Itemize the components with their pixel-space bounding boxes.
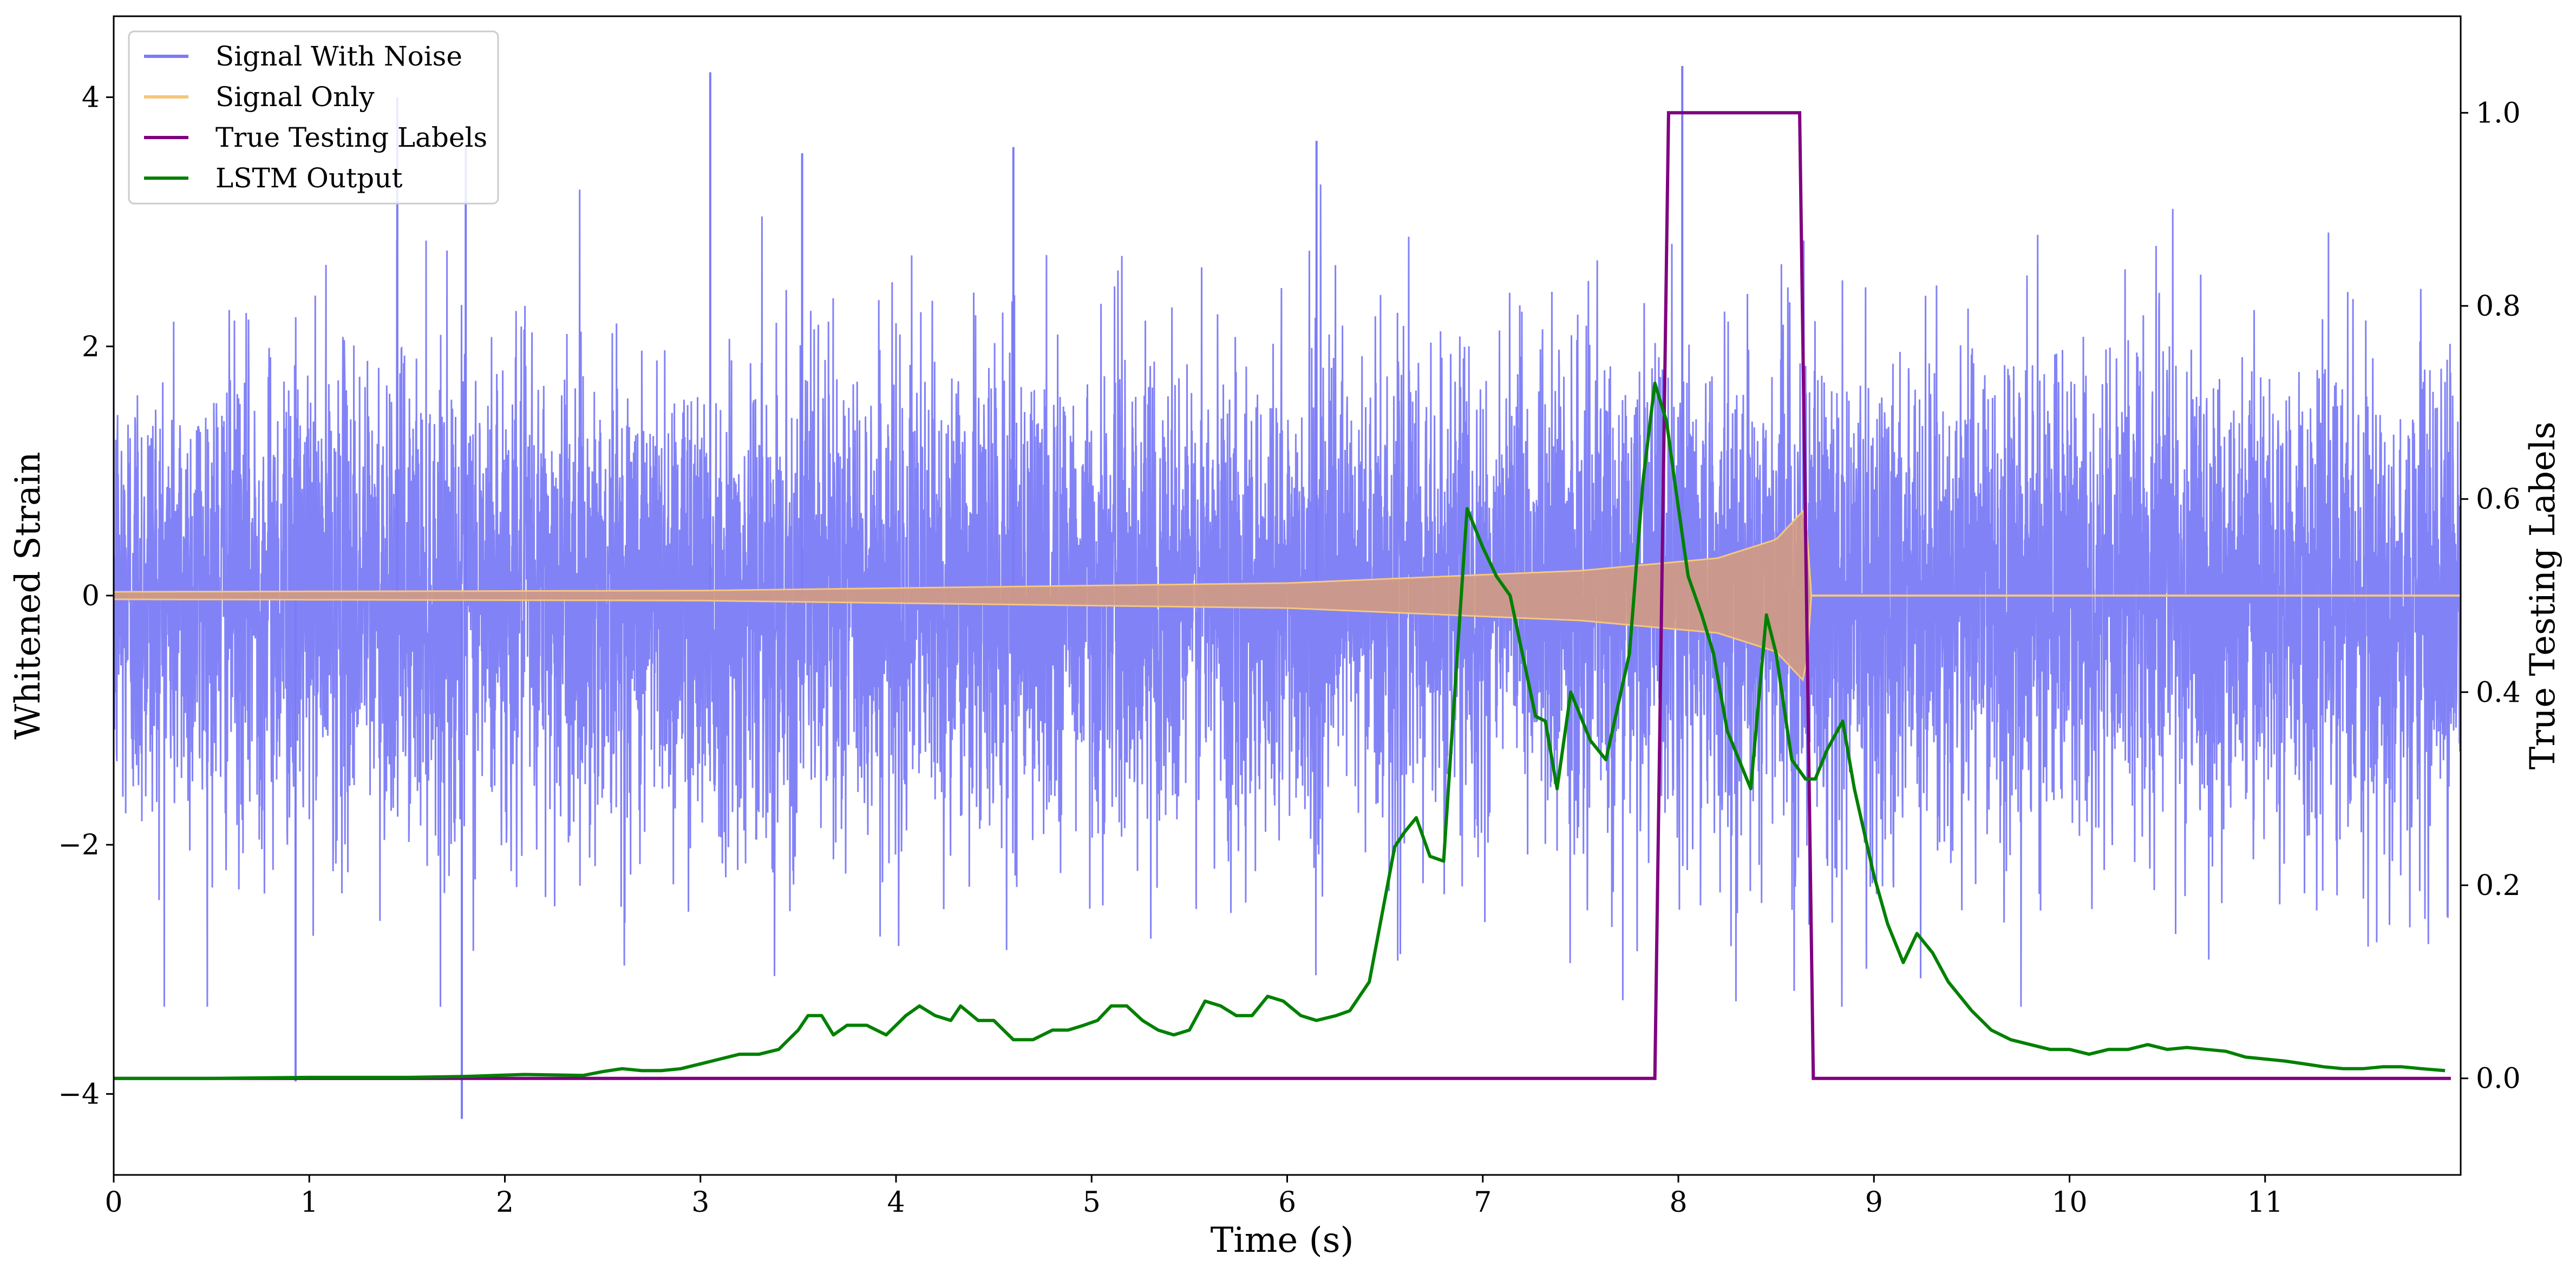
x-tick-label: 11 xyxy=(2247,1186,2283,1219)
left-y-tick-label: 2 xyxy=(82,331,100,363)
right-y-axis: 0.0 0.2 0.4 0.6 0.8 1.0 xyxy=(2461,97,2521,1095)
x-tick-label: 9 xyxy=(1865,1186,1883,1219)
x-tick-label: 10 xyxy=(2051,1186,2087,1219)
x-tick-label: 3 xyxy=(691,1186,709,1219)
right-y-tick-label: 0.4 xyxy=(2476,676,2521,709)
left-y-axis: −4 −2 0 2 4 xyxy=(58,82,114,1110)
x-tick-label: 1 xyxy=(300,1186,318,1219)
legend-label: LSTM Output xyxy=(215,162,402,194)
left-y-tick-label: −4 xyxy=(58,1078,100,1110)
right-y-tick-label: 1.0 xyxy=(2476,97,2521,129)
legend: Signal With Noise Signal Only True Testing… xyxy=(128,30,499,205)
plot-area xyxy=(113,66,2462,1119)
x-tick-label: 5 xyxy=(1083,1186,1101,1219)
left-y-tick-label: −2 xyxy=(58,829,100,861)
x-tick-label: 2 xyxy=(496,1186,514,1219)
lstm-output-line xyxy=(114,381,2446,1080)
legend-box xyxy=(128,30,499,205)
x-axis: 0 1 2 3 4 5 6 7 8 9 10 11 xyxy=(104,1175,2283,1219)
left-y-tick-label: 0 xyxy=(82,580,100,612)
left-y-tick-label: 4 xyxy=(82,82,100,114)
noise-series-line xyxy=(113,184,2462,1007)
legend-label: Signal Only xyxy=(215,81,375,113)
right-y-tick-label: 0.2 xyxy=(2476,870,2521,902)
left-y-axis-title: Whitened Strain xyxy=(8,452,48,739)
x-tick-label: 0 xyxy=(104,1186,122,1219)
signal-only-envelope xyxy=(113,509,1813,682)
x-axis-title: Time (s) xyxy=(1211,1220,1354,1260)
right-y-tick-label: 0.0 xyxy=(2476,1063,2521,1095)
x-tick-label: 4 xyxy=(887,1186,905,1219)
right-y-tick-label: 0.8 xyxy=(2476,290,2521,323)
x-tick-label: 8 xyxy=(1669,1186,1687,1219)
true-labels-line xyxy=(114,111,2451,1080)
legend-label: True Testing Labels xyxy=(215,122,487,153)
legend-label: Signal With Noise xyxy=(215,41,462,72)
right-y-tick-label: 0.6 xyxy=(2476,484,2521,516)
right-y-axis-title: True Testing Labels xyxy=(2523,422,2563,770)
x-tick-label: 7 xyxy=(1474,1186,1492,1219)
x-tick-label: 6 xyxy=(1278,1186,1296,1219)
